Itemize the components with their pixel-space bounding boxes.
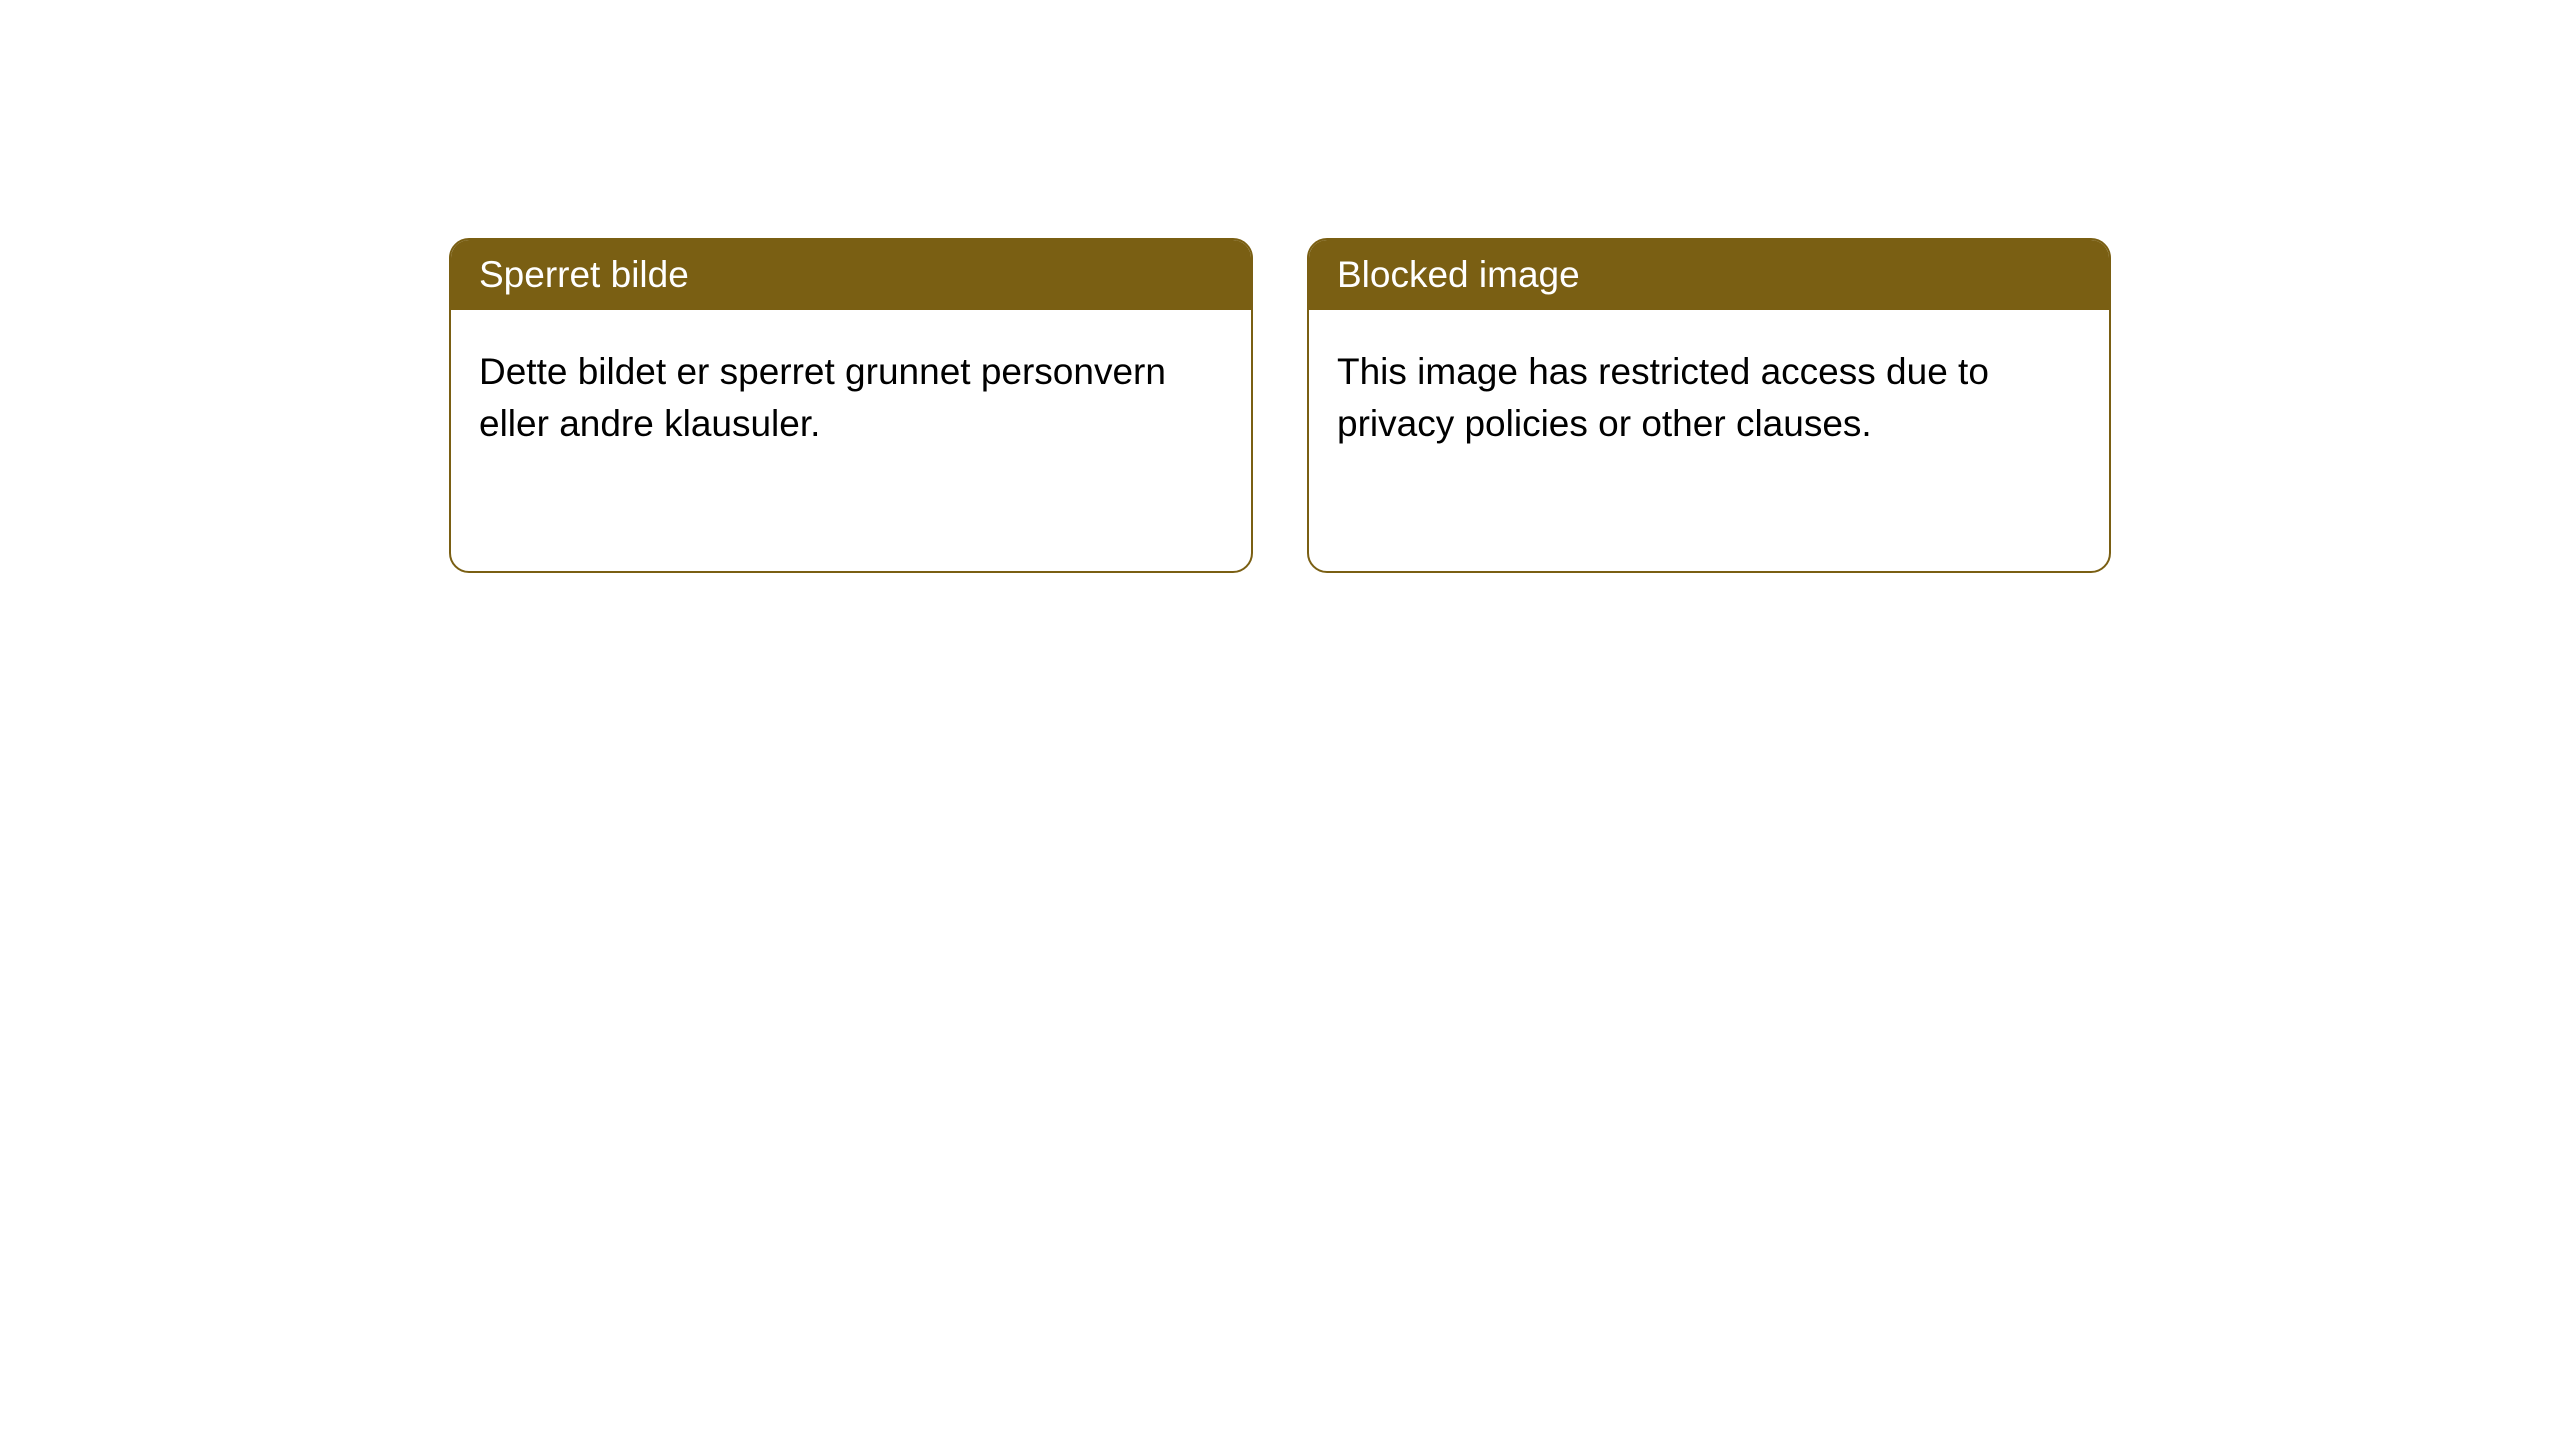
notice-container: Sperret bilde Dette bildet er sperret gr…	[449, 238, 2111, 573]
blocked-image-card-no: Sperret bilde Dette bildet er sperret gr…	[449, 238, 1253, 573]
card-body-en: This image has restricted access due to …	[1309, 310, 2109, 486]
blocked-image-card-en: Blocked image This image has restricted …	[1307, 238, 2111, 573]
card-header-no: Sperret bilde	[451, 240, 1251, 310]
card-body-no: Dette bildet er sperret grunnet personve…	[451, 310, 1251, 486]
card-header-en: Blocked image	[1309, 240, 2109, 310]
